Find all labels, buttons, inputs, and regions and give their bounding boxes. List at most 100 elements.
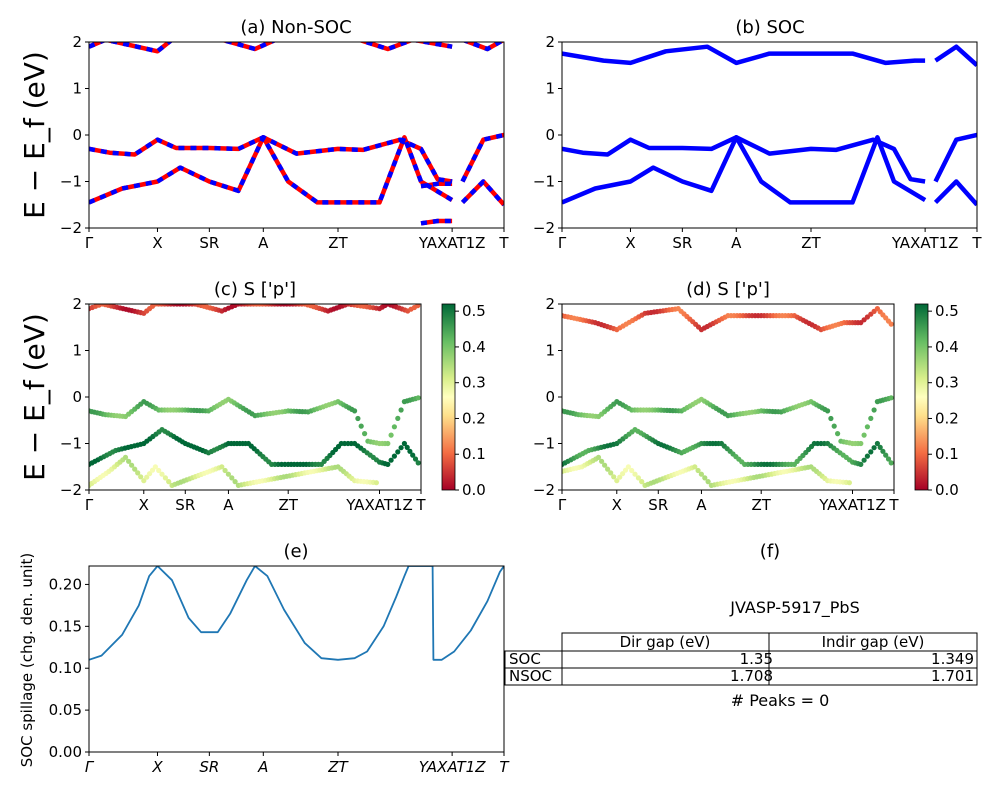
panel-d-frame [561, 303, 895, 491]
panel-c-point [232, 479, 238, 485]
panel-c-point [138, 474, 144, 480]
panel-d-colorbar-tick-label-5: 0.5 [935, 302, 959, 320]
panel-d-point [635, 475, 642, 481]
panel-d-ytick-label-4: 2 [545, 295, 555, 313]
panel-c-point [415, 460, 421, 466]
panel-d-xtick-label-5: YAXAT1Z [818, 496, 886, 514]
panel-c-point [362, 431, 368, 437]
panel-b-xtick-label-4: ZT [801, 234, 821, 252]
panel-b-plot [562, 44, 977, 207]
panel-d-point [858, 461, 864, 467]
panel-b-title: (b) SOC [735, 17, 804, 38]
panel-d-point [861, 432, 867, 438]
panel-d-point [602, 462, 608, 468]
panel-a-ytick-label-0: −2 [60, 219, 82, 237]
panel-c-ytick-label-1: −1 [60, 435, 82, 453]
panel-c-point [152, 464, 158, 470]
panel-d-point [846, 480, 853, 486]
panel-f-title: (f) [760, 541, 780, 562]
panel-d-point [702, 475, 708, 481]
panel-c-point [159, 471, 165, 477]
gap-table-row2-indir-cell [768, 667, 978, 686]
panel-d-point [608, 470, 614, 476]
gap-table-row1-label: SOC [509, 650, 541, 668]
panel-a-series-1-band-6 [460, 179, 504, 207]
panel-c-point [147, 471, 153, 477]
panel-b-xtick-label-3: A [731, 234, 742, 252]
panel-b-ytick-label-2: 0 [545, 126, 555, 144]
panel-c-colorbar-tick-label-5: 0.5 [462, 302, 486, 320]
panel-c-point [126, 458, 132, 464]
panel-c-point [404, 444, 410, 450]
panel-d-point [614, 478, 620, 484]
panel-d-colorbar-tick-label-0: 0.0 [935, 481, 959, 499]
panel-d-point [632, 471, 638, 477]
panel-d-point [874, 440, 881, 447]
panel-d-point [692, 464, 698, 470]
panel-a-title: (a) Non-SOC [240, 17, 351, 38]
panel-c-ytick-label-0: −2 [60, 481, 82, 499]
panel-d-colorbar-tick-label-1: 0.1 [935, 445, 959, 463]
panel-a-series-1-band-1 [89, 135, 454, 205]
panel-d-point [695, 467, 701, 474]
panel-d-point [868, 449, 874, 455]
panel-c-point [398, 407, 404, 413]
panel-b-xtick-label-5: YAXAT1Z [891, 234, 959, 252]
panel-d-xticks: Γ X SR A ZT YAXAT1Z T [558, 490, 899, 514]
panel-c-xtick-label-4: ZT [278, 496, 298, 514]
panel-d-point [828, 415, 834, 422]
panel-d-point [861, 457, 867, 463]
panel-d-point [885, 456, 892, 462]
gap-table-row1-dir: 1.35 [740, 650, 773, 668]
panel-e-xtick-label-0: Γ [85, 758, 95, 776]
panel-e-title: (e) [283, 541, 308, 562]
panel-d-point [888, 460, 894, 466]
panel-c-point [395, 449, 401, 455]
gap-table-row1-indir: 1.349 [931, 650, 974, 668]
gap-table-header-dir: Dir gap (eV) [620, 633, 711, 651]
panel-e-xtick-label-3: A [257, 758, 268, 776]
panel-c-point [391, 453, 397, 459]
panel-f: (f) JVASP-5917_PbS Dir gap (eV) Indir ga… [504, 541, 978, 710]
panel-d-xtick-label-6: T [888, 496, 899, 514]
panel-a-series-1-band-3 [420, 181, 453, 189]
panel-d-ytick-label-0: −2 [533, 481, 555, 499]
panel-c-point [407, 448, 413, 454]
panel-d-colorbar-bar [914, 303, 929, 491]
panel-e-xtick-label-4: ZT [327, 758, 349, 776]
panel-c-ytick-label-2: 0 [72, 388, 82, 406]
panel-a-xtick-label-2: SR [199, 234, 219, 252]
panel-c-point [225, 471, 231, 477]
panel-d-point [617, 474, 623, 480]
panel-c-point [385, 461, 391, 467]
panel-b-ytick-label-3: 1 [545, 80, 555, 98]
panel-b-series-0-band-2 [562, 135, 927, 205]
gap-table-row1-dir-cell [561, 650, 770, 669]
panel-e-ytick-label-4: 0.20 [49, 575, 82, 593]
panel-d-point [625, 464, 632, 470]
panel-c-point [222, 467, 228, 474]
panel-d-point [871, 445, 877, 451]
panel-a-yticks: −2 −1 0 1 2 [60, 33, 89, 237]
panel-b-yticks: −2 −1 0 1 2 [533, 33, 562, 237]
panel-d-colorbar: 0.0 0.1 0.2 0.3 0.4 0.5 [914, 302, 959, 499]
panel-a-series-0-band-2 [89, 42, 453, 54]
panel-d-xtick-label-1: X [612, 496, 622, 514]
panel-d-point [639, 479, 645, 485]
panel-c-point [135, 470, 141, 476]
panel-a-xtick-label-4: ZT [328, 234, 348, 252]
panel-e-plot [89, 566, 504, 661]
panel-c-colorbar-bar [441, 303, 456, 491]
panel-a-xtick-label-0: Γ [85, 234, 94, 252]
panel-e-ytick-label-1: 0.05 [49, 701, 82, 719]
panel-c-ytick-label-4: 2 [72, 295, 82, 313]
panel-d-title: (d) S ['p'] [686, 279, 770, 300]
panel-a-series-0-band-5 [460, 132, 504, 183]
panel-c-colorbar-tick-label-4: 0.4 [462, 338, 486, 356]
panel-c-point [391, 424, 397, 430]
gap-table-row2-dir: 1.708 [730, 667, 773, 685]
panel-d-point [825, 408, 831, 414]
panel-c-point [144, 474, 150, 480]
